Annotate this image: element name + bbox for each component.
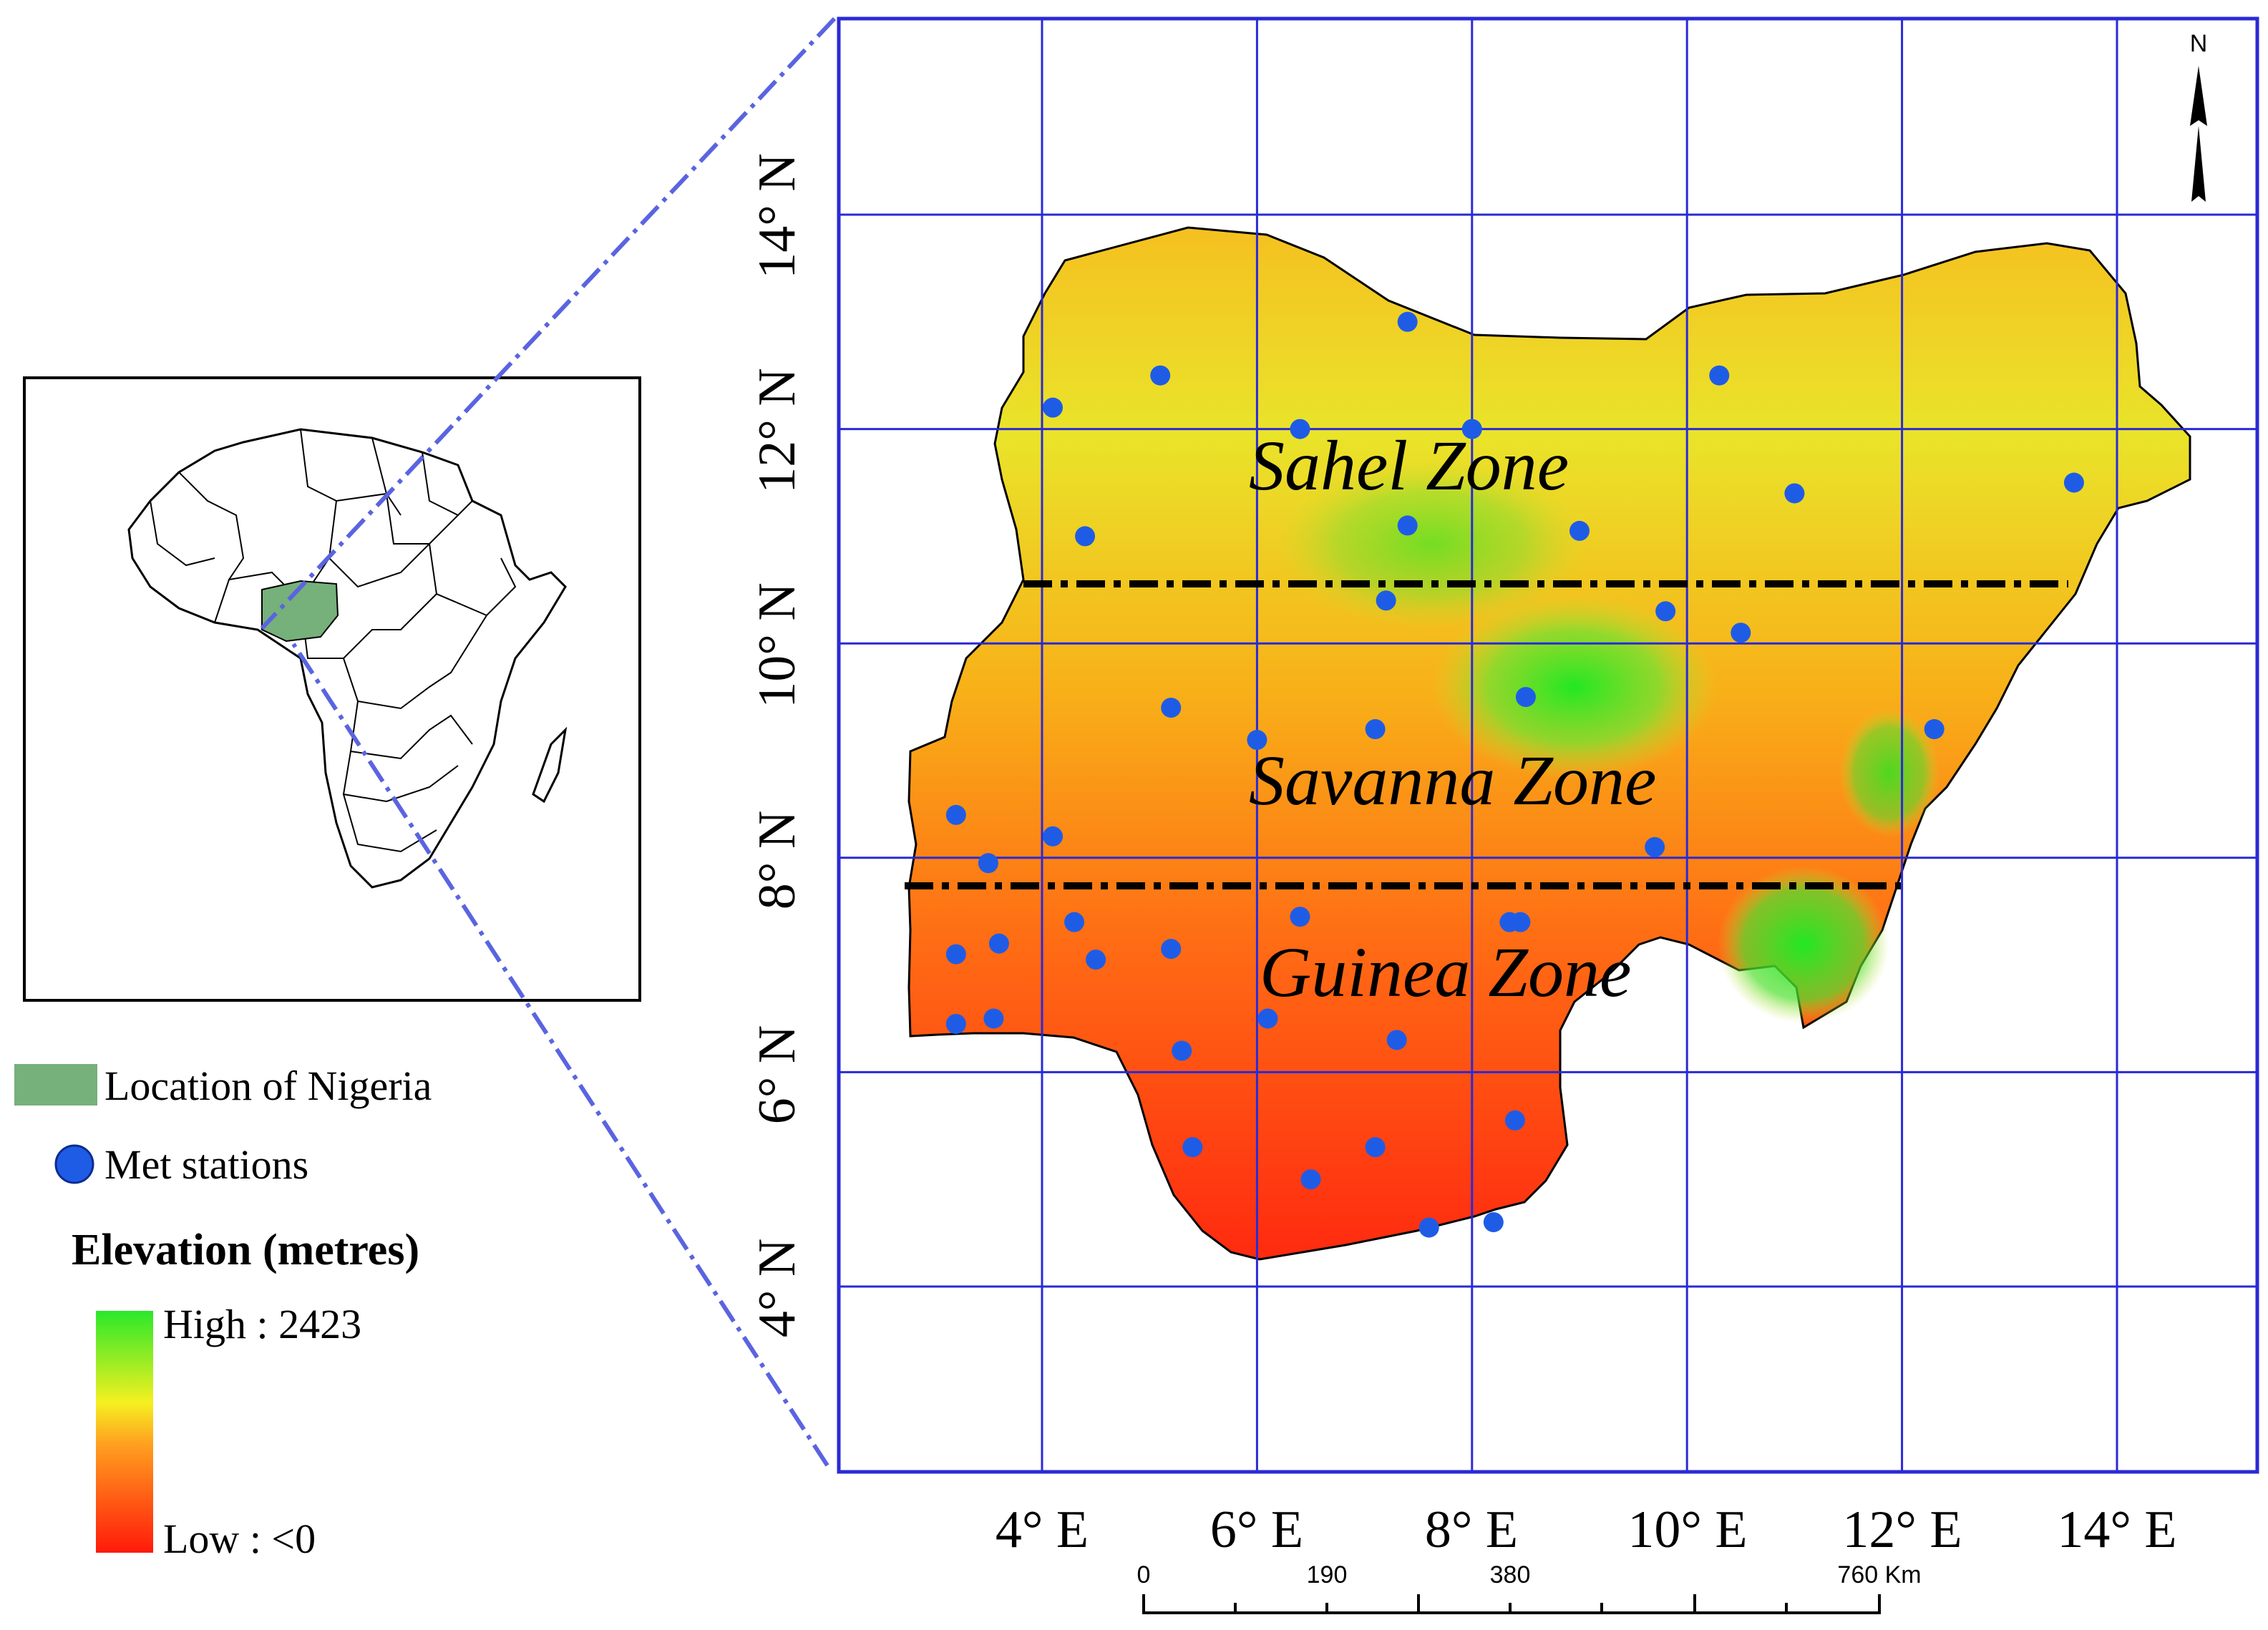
scale-bar xyxy=(1142,1594,1881,1614)
legend: Location of Nigeria Met stations Elevati… xyxy=(14,1063,432,1562)
met-station-marker xyxy=(1386,1030,1407,1050)
met-station-marker xyxy=(1161,939,1182,960)
met-station-marker xyxy=(1064,912,1085,932)
elevation-colorbar xyxy=(96,1311,153,1553)
met-station-marker xyxy=(1075,526,1096,547)
zone-label-savanna: Savanna Zone xyxy=(1249,741,1656,820)
met-station-marker xyxy=(988,933,1009,954)
met-station-marker xyxy=(1784,483,1805,504)
met-station-marker xyxy=(1365,719,1386,740)
met-station-marker xyxy=(1397,311,1418,332)
met-station-marker xyxy=(1257,1008,1278,1029)
scale-label: 190 xyxy=(1307,1561,1348,1588)
location-swatch xyxy=(14,1064,97,1106)
met-station-marker xyxy=(1182,1137,1203,1158)
met-station-marker xyxy=(2063,472,2084,493)
met-station-marker xyxy=(1569,520,1590,541)
north-arrow: N xyxy=(2190,30,2208,202)
met-station-marker xyxy=(978,853,998,874)
met-station-marker xyxy=(1418,1217,1439,1238)
lon-tick-label: 6° E xyxy=(1210,1500,1303,1559)
stations xyxy=(945,311,2084,1238)
met-station-marker xyxy=(945,944,966,965)
lon-tick-labels: 4° E 6° E 8° E 10° E 12° E 14° E xyxy=(996,1500,2177,1559)
north-arrow-icon xyxy=(2190,66,2207,202)
lat-tick-label: 8° N xyxy=(748,811,807,910)
lat-tick-label: 4° N xyxy=(748,1239,807,1338)
main-map: Sahel Zone Savanna Zone Guinea Zone 4° E… xyxy=(748,16,2259,1614)
met-station-marker xyxy=(1043,826,1064,846)
lat-tick-label: 6° N xyxy=(748,1025,807,1125)
station-legend-icon xyxy=(54,1144,94,1184)
met-station-marker xyxy=(1086,950,1106,970)
elevation-title: Elevation (metres) xyxy=(72,1226,419,1274)
met-station-marker xyxy=(1924,719,1945,740)
jos-plateau-highland xyxy=(1431,594,1718,780)
met-station-marker xyxy=(1161,698,1182,718)
met-station-marker xyxy=(1709,365,1730,386)
nigeria-locator xyxy=(261,580,339,643)
zone-lines xyxy=(905,580,2068,889)
met-station-marker xyxy=(1483,1212,1504,1233)
north-label: N xyxy=(2190,30,2208,57)
met-station-marker xyxy=(1510,912,1531,932)
lon-tick-label: 4° E xyxy=(996,1500,1089,1559)
met-station-marker xyxy=(1504,1110,1525,1131)
mambilla-highland xyxy=(1718,866,1889,1023)
met-station-marker xyxy=(1043,397,1064,418)
stations-label: Met stations xyxy=(104,1141,308,1188)
lon-tick-label: 14° E xyxy=(2057,1500,2176,1559)
scale-label: 760 Km xyxy=(1837,1561,1921,1588)
eastern-highland xyxy=(1839,708,1940,837)
madagascar-outline xyxy=(532,726,568,804)
met-station-marker xyxy=(983,1008,1004,1029)
scale-label: 0 xyxy=(1137,1561,1151,1588)
met-station-marker xyxy=(1172,1040,1192,1061)
met-station-marker xyxy=(1655,601,1676,622)
met-station-marker xyxy=(1365,1137,1386,1158)
met-station-marker xyxy=(1461,419,1482,439)
met-station-marker xyxy=(1247,730,1267,751)
lon-tick-label: 12° E xyxy=(1842,1500,1962,1559)
met-station-marker xyxy=(1645,836,1665,857)
elevation-low-label: Low : <0 xyxy=(163,1516,316,1562)
zone-label-guinea: Guinea Zone xyxy=(1260,932,1631,1012)
lat-tick-label: 10° N xyxy=(748,582,807,708)
met-station-marker xyxy=(945,804,966,825)
africa-outline xyxy=(127,428,567,889)
met-station-marker xyxy=(1150,365,1171,386)
elevation-high-label: High : 2423 xyxy=(163,1301,361,1347)
lat-tick-label: 12° N xyxy=(748,368,807,494)
scale-label: 380 xyxy=(1490,1561,1531,1588)
location-label: Location of Nigeria xyxy=(104,1063,432,1109)
met-station-marker xyxy=(1376,590,1396,611)
lon-tick-label: 8° E xyxy=(1425,1500,1518,1559)
met-station-marker xyxy=(1300,1169,1321,1190)
met-station-marker xyxy=(1290,419,1310,439)
map-grid xyxy=(839,19,2257,1472)
lat-tick-label: 14° N xyxy=(748,153,807,279)
met-station-marker xyxy=(1397,515,1418,536)
met-station-marker xyxy=(1515,687,1536,708)
met-station-marker xyxy=(945,1013,966,1034)
lon-tick-label: 10° E xyxy=(1627,1500,1747,1559)
lat-tick-labels: 4° N 6° N 8° N 10° N 12° N 14° N xyxy=(748,153,807,1337)
africa-inset xyxy=(23,376,641,1002)
met-station-marker xyxy=(1731,623,1751,643)
zone-label-sahel: Sahel Zone xyxy=(1249,426,1569,505)
zoom-lines xyxy=(260,16,837,1467)
met-station-marker xyxy=(1290,907,1310,927)
